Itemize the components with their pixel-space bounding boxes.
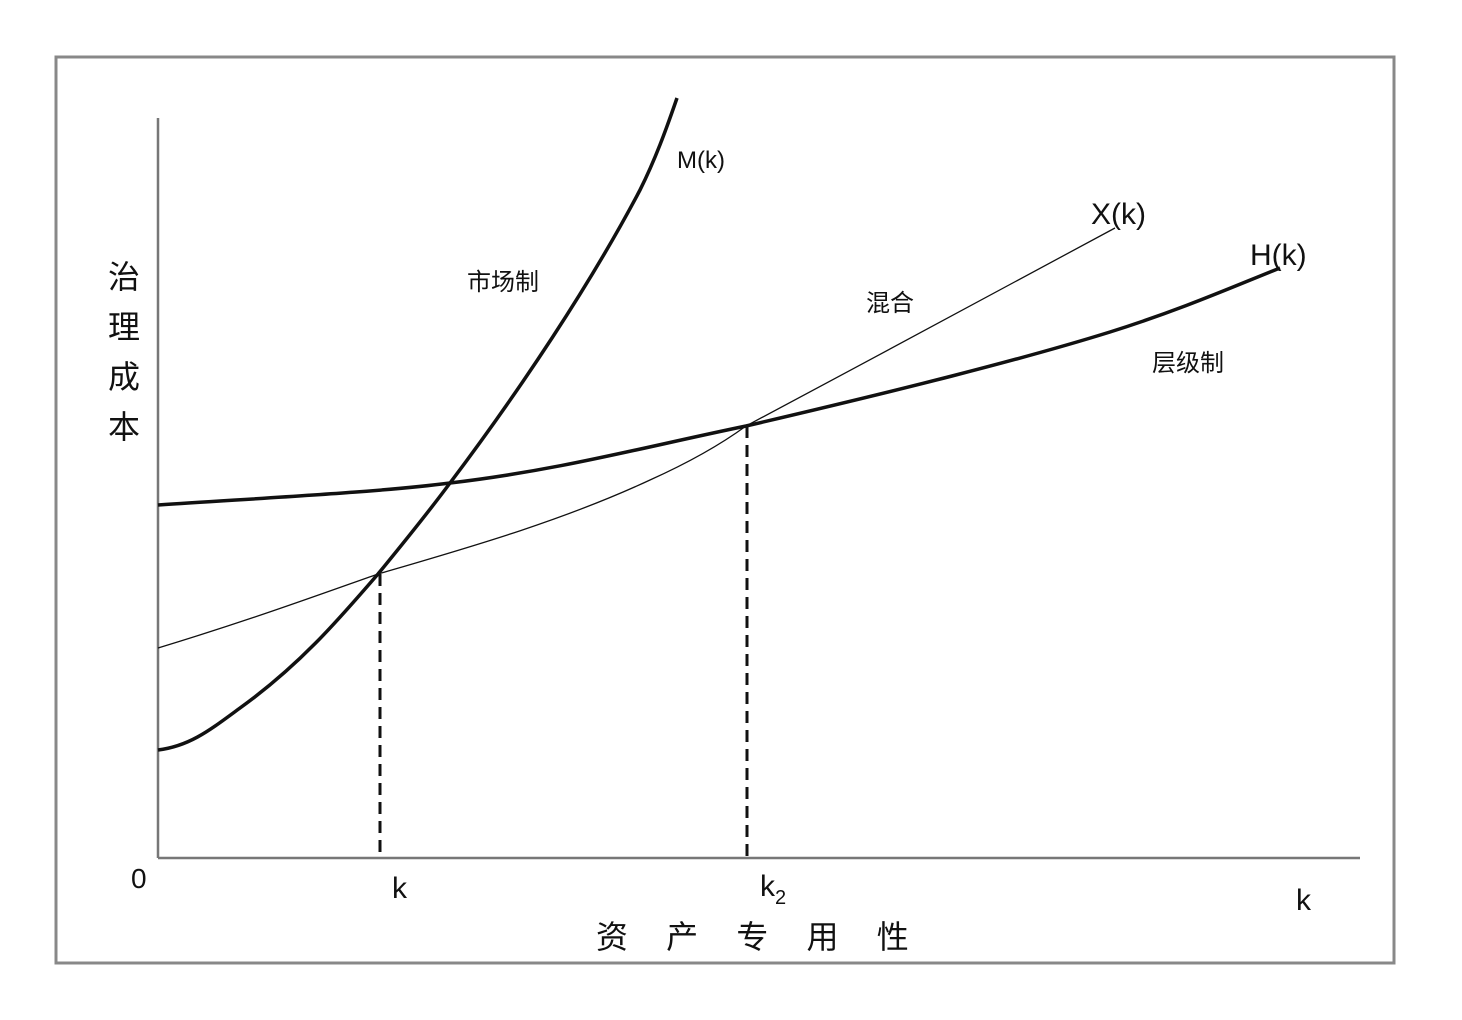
y-axis-label-char-1: 治 (108, 258, 140, 296)
market-curve-label: M(k) (677, 147, 725, 174)
hierarchy-curve-label: H(k) (1250, 239, 1307, 272)
k2-tick-label-main: k (760, 870, 776, 903)
k2-tick-subscript: 2 (775, 887, 786, 909)
hierarchy-curve-h (157, 266, 1281, 507)
hybrid-curve-x (157, 227, 1116, 649)
market-curve-m (157, 97, 679, 752)
x-axis-label: 资 产 专 用 性 (596, 918, 923, 956)
origin-label: 0 (131, 863, 147, 894)
figure-frame (54, 55, 1396, 965)
hybrid-curve-label: X(k) (1091, 198, 1146, 231)
hybrid-region-label: 混合 (866, 289, 914, 317)
k1-tick-label: k (392, 872, 408, 905)
y-axis-label-char-3: 成 (108, 358, 140, 396)
y-axis-label-char-2: 理 (108, 308, 140, 346)
x-axis-end-label: k (1296, 884, 1312, 917)
y-axis-label-char-4: 本 (108, 408, 140, 446)
market-region-label: 市场制 (467, 268, 539, 296)
k2-tick-label: k2 (760, 870, 786, 909)
hierarchy-region-label: 层级制 (1152, 349, 1224, 377)
